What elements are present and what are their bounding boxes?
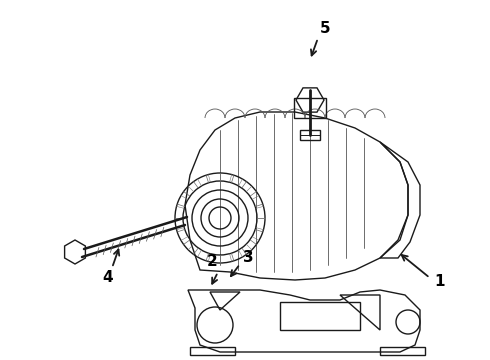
Bar [294,98,326,118]
Text: 5: 5 [319,21,330,36]
Text: 4: 4 [103,270,113,285]
Bar [280,302,360,330]
Text: 1: 1 [435,275,445,289]
Text: 2: 2 [207,255,218,270]
Text: 3: 3 [243,249,253,265]
Bar [190,347,235,355]
Bar [380,347,425,355]
Bar [300,130,320,140]
